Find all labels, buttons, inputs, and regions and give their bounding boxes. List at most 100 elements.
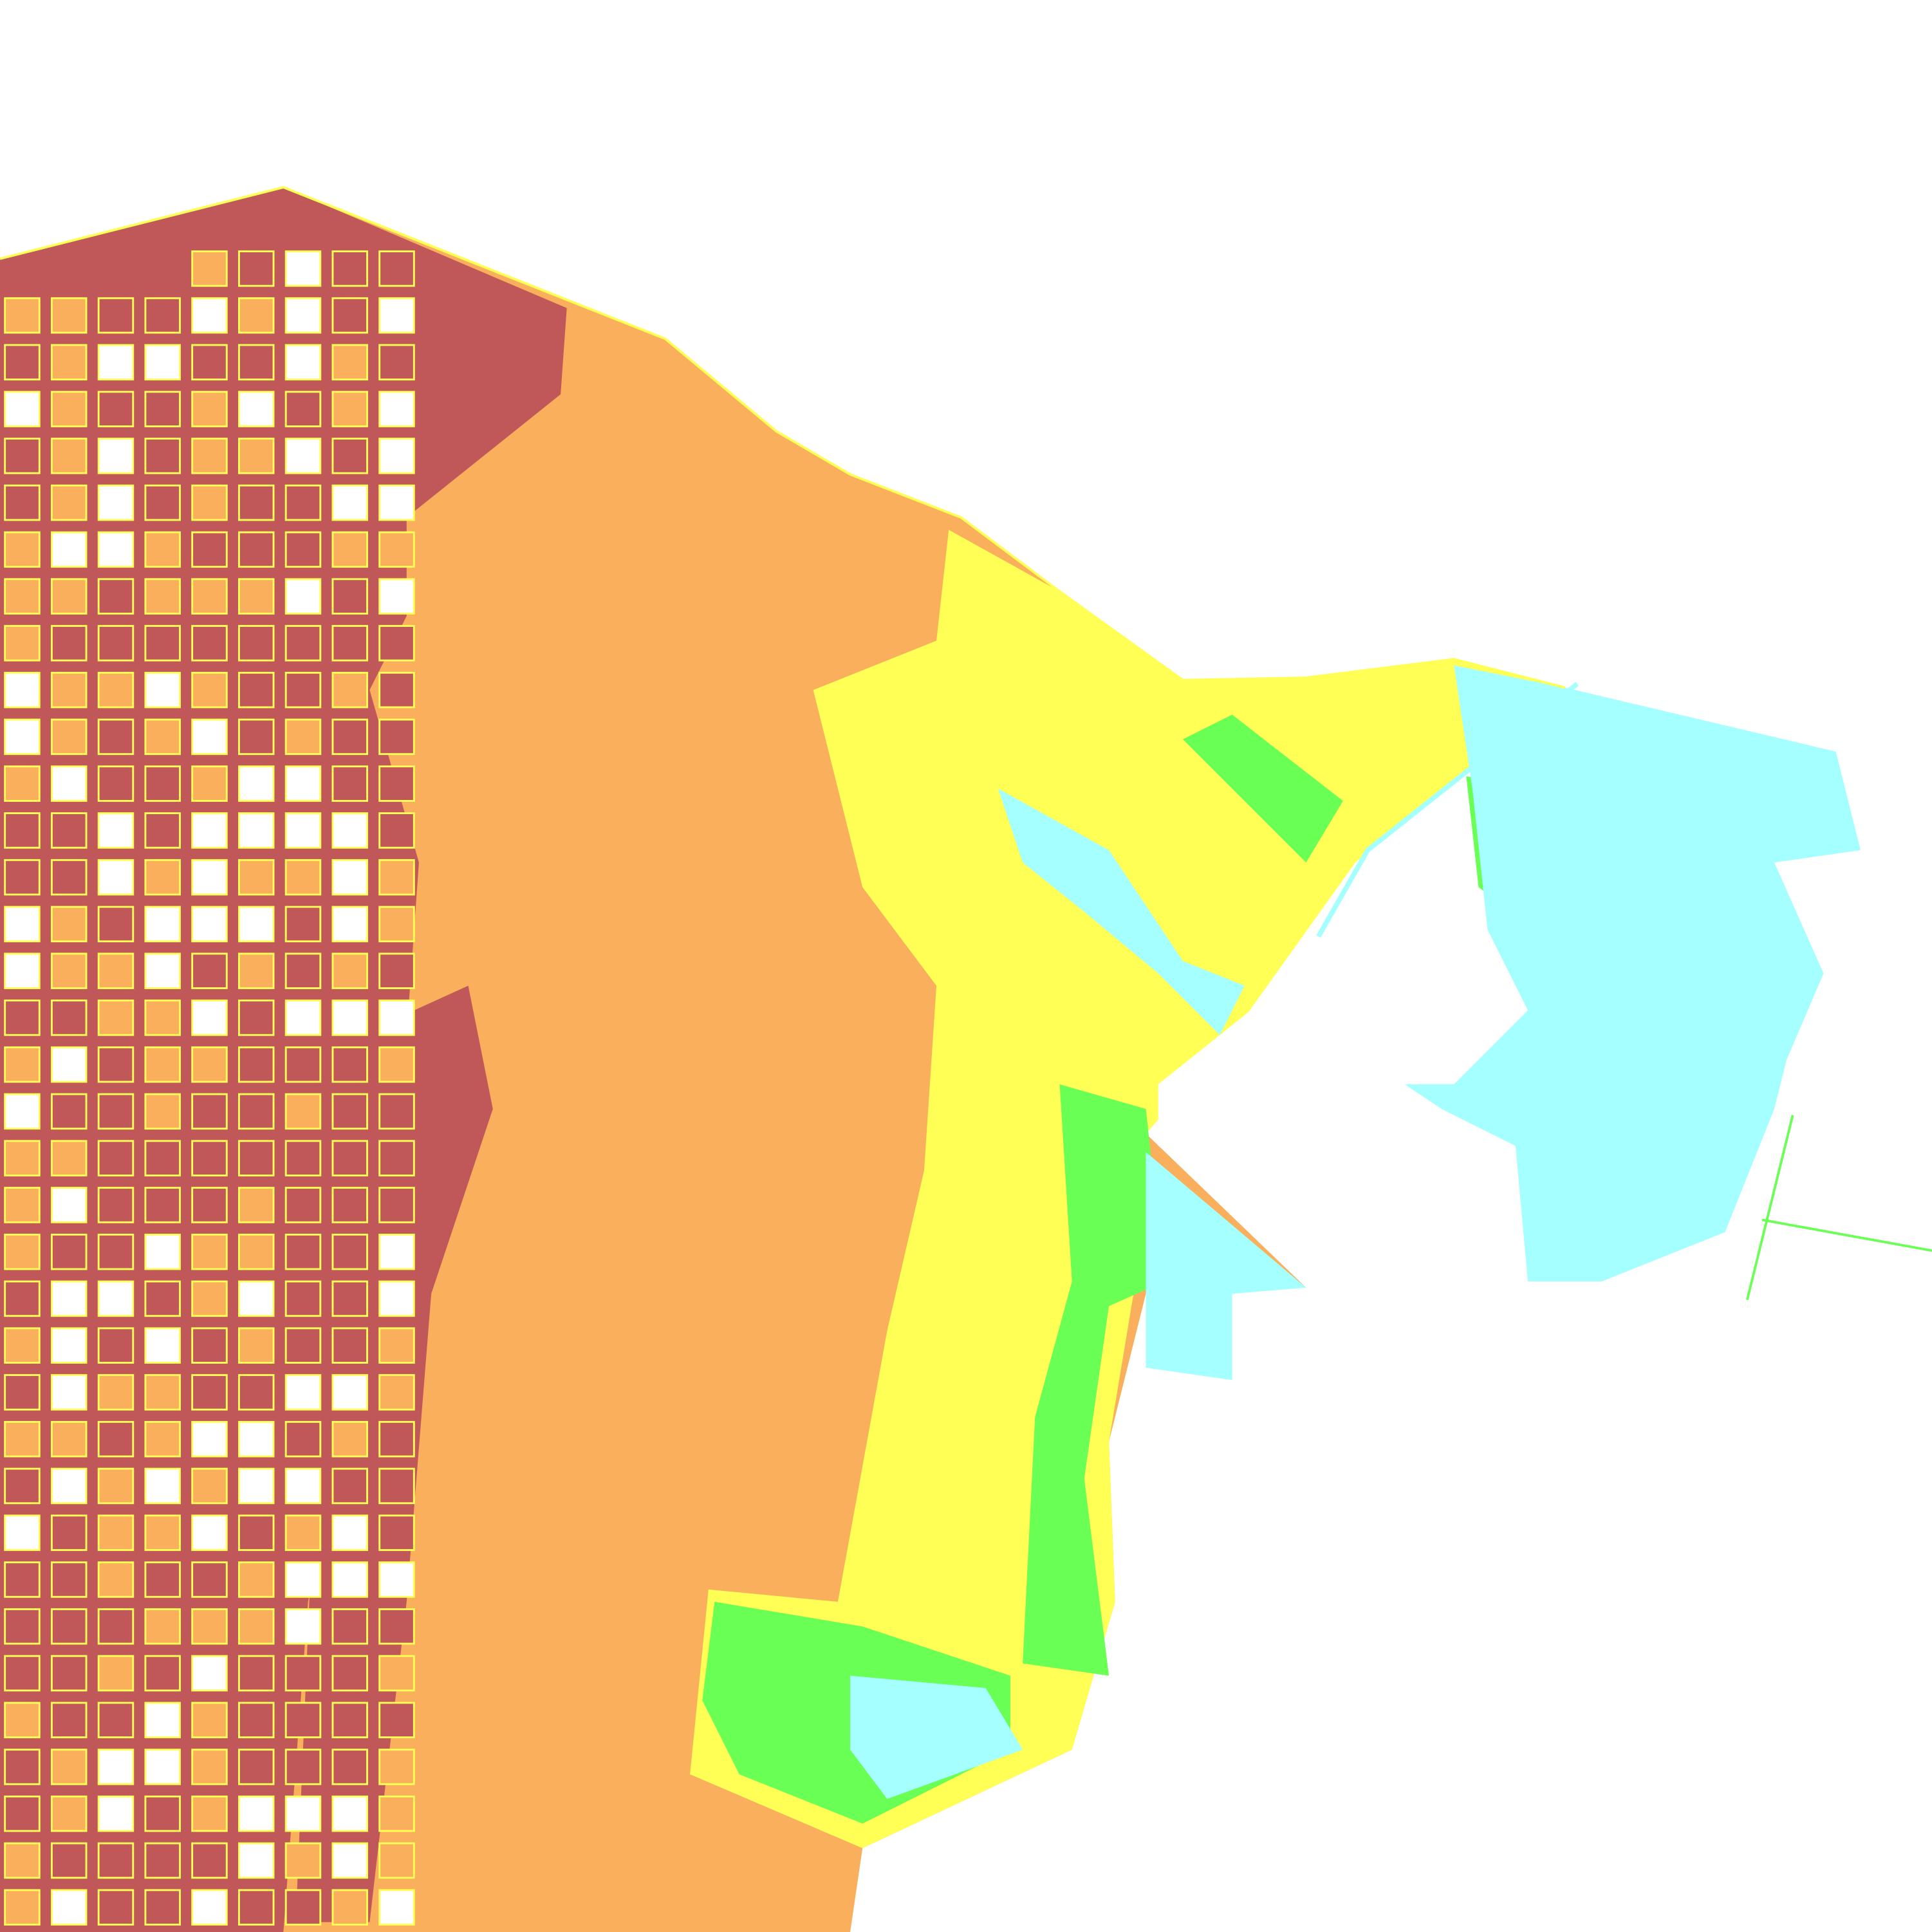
field-block bbox=[191, 1093, 228, 1130]
field-block bbox=[50, 1889, 88, 1926]
field-block bbox=[331, 1093, 368, 1130]
field-block bbox=[284, 1795, 322, 1832]
field-block bbox=[4, 1842, 41, 1879]
field-block bbox=[4, 1655, 41, 1692]
field-block bbox=[191, 1420, 228, 1458]
field-block bbox=[4, 625, 41, 662]
field-block bbox=[144, 812, 181, 849]
field-block bbox=[191, 952, 228, 989]
field-block bbox=[4, 1093, 41, 1130]
field-block bbox=[4, 1420, 41, 1458]
field-block bbox=[191, 1749, 228, 1785]
field-block bbox=[331, 1327, 368, 1364]
field-block bbox=[4, 1467, 41, 1505]
water-gap-2 bbox=[1158, 985, 1355, 1288]
field-block bbox=[284, 1702, 322, 1738]
field-block bbox=[50, 1093, 88, 1130]
field-block bbox=[144, 1046, 181, 1083]
field-block bbox=[284, 484, 322, 521]
field-block bbox=[331, 344, 368, 381]
field-block bbox=[97, 1374, 135, 1411]
field-block bbox=[144, 1842, 181, 1879]
field-block bbox=[50, 1702, 88, 1738]
field-block bbox=[331, 718, 368, 756]
field-block bbox=[237, 438, 275, 474]
field-block bbox=[284, 391, 322, 427]
field-block bbox=[50, 1842, 88, 1879]
field-block bbox=[144, 391, 181, 427]
field-block bbox=[144, 1889, 181, 1926]
field-block bbox=[4, 344, 41, 381]
field-block bbox=[191, 1608, 228, 1645]
field-block bbox=[144, 1420, 181, 1458]
field-block bbox=[331, 1140, 368, 1176]
field-block bbox=[237, 1608, 275, 1645]
zone-green-2 bbox=[1182, 714, 1343, 863]
field-block bbox=[50, 484, 88, 521]
field-block bbox=[97, 484, 135, 521]
field-block bbox=[4, 578, 41, 615]
field-block bbox=[237, 1187, 275, 1223]
field-block bbox=[191, 1561, 228, 1598]
field-block bbox=[331, 999, 368, 1036]
field-block bbox=[284, 578, 322, 615]
field-block bbox=[378, 1046, 415, 1083]
field-block bbox=[191, 1140, 228, 1176]
field-block bbox=[144, 625, 181, 662]
field-block bbox=[50, 671, 88, 709]
field-block bbox=[50, 1749, 88, 1785]
field-block bbox=[331, 1374, 368, 1411]
field-block bbox=[4, 671, 41, 709]
field-block bbox=[237, 1093, 275, 1130]
field-block bbox=[50, 1187, 88, 1223]
field-block bbox=[191, 1327, 228, 1364]
field-block bbox=[284, 952, 322, 989]
field-block bbox=[191, 344, 228, 381]
field-block bbox=[284, 297, 322, 334]
field-block bbox=[50, 1655, 88, 1692]
field-block bbox=[378, 1187, 415, 1223]
field-block bbox=[331, 1889, 368, 1926]
field-block bbox=[4, 1233, 41, 1270]
field-block bbox=[97, 1514, 135, 1551]
field-block bbox=[97, 906, 135, 943]
field-block bbox=[191, 765, 228, 802]
field-block bbox=[284, 1514, 322, 1551]
field-block bbox=[237, 625, 275, 662]
field-block bbox=[4, 438, 41, 474]
field-block bbox=[378, 765, 415, 802]
field-block bbox=[144, 1093, 181, 1130]
field-block bbox=[378, 1514, 415, 1551]
field-block bbox=[237, 1514, 275, 1551]
field-block bbox=[378, 671, 415, 709]
field-block bbox=[97, 297, 135, 334]
field-block bbox=[4, 1140, 41, 1176]
field-block bbox=[284, 1327, 322, 1364]
field-block bbox=[97, 578, 135, 615]
field-block bbox=[378, 1467, 415, 1505]
field-block bbox=[378, 438, 415, 474]
field-block bbox=[284, 531, 322, 568]
field-block bbox=[237, 1749, 275, 1785]
field-block bbox=[97, 1187, 135, 1223]
field-block bbox=[144, 952, 181, 989]
field-block bbox=[331, 531, 368, 568]
field-block bbox=[97, 1608, 135, 1645]
field-block bbox=[4, 1795, 41, 1832]
field-block bbox=[378, 391, 415, 427]
field-block bbox=[378, 1608, 415, 1645]
field-block bbox=[144, 1233, 181, 1270]
field-block bbox=[97, 1420, 135, 1458]
field-block bbox=[191, 1842, 228, 1879]
field-block bbox=[284, 1187, 322, 1223]
field-block bbox=[237, 344, 275, 381]
field-block bbox=[97, 1655, 135, 1692]
field-block bbox=[50, 859, 88, 896]
field-block bbox=[237, 297, 275, 334]
field-block bbox=[97, 1327, 135, 1364]
field-block bbox=[144, 578, 181, 615]
field-block bbox=[378, 1842, 415, 1879]
field-block bbox=[378, 999, 415, 1036]
field-block bbox=[50, 344, 88, 381]
field-block bbox=[4, 1327, 41, 1364]
